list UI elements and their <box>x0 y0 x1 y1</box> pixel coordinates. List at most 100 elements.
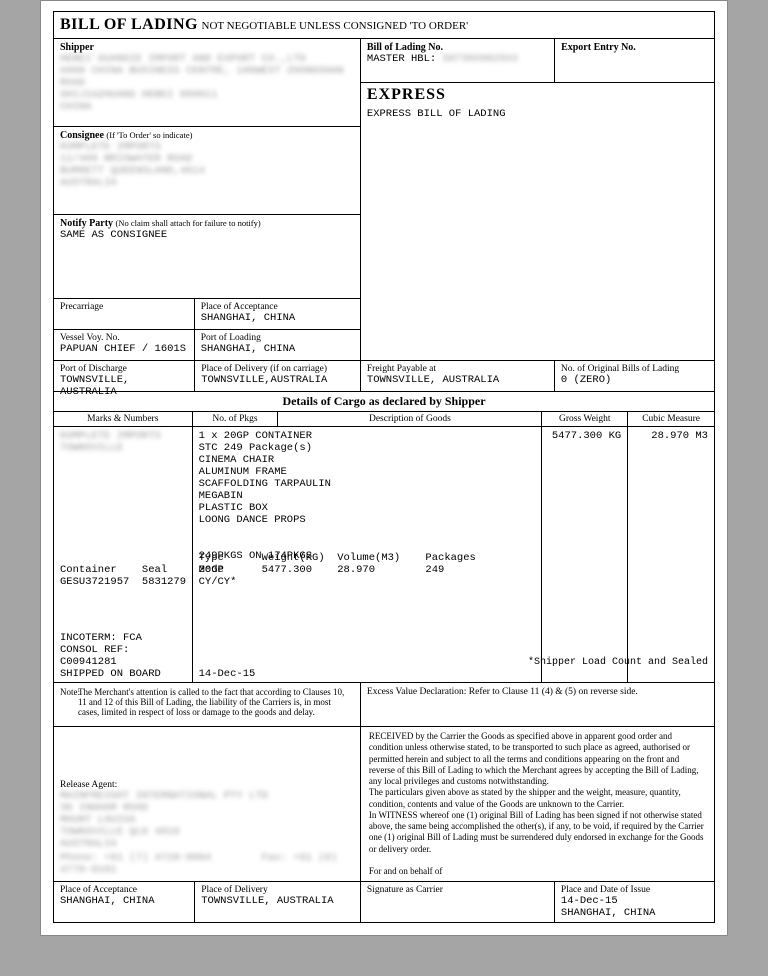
cargo-weight-cell: 5477.300 KG <box>542 427 628 682</box>
release-agent-label: Release Agent: <box>60 780 354 790</box>
express-cell: EXPRESS EXPRESS BILL OF LADING <box>361 83 714 359</box>
release-agent-body: MAINFREIGHT INTERNATIONAL PTY LTD 36 ING… <box>60 790 354 850</box>
vessel-label: Vessel Voy. No. <box>60 333 188 343</box>
col-marks: Marks & Numbers <box>54 412 193 426</box>
left-column: Shipper HEBEI GUANGIE IMPORT AND EXPORT … <box>54 39 361 360</box>
notify-label-small: (No claim shall attach for failure to no… <box>116 218 261 228</box>
note-cell: Note: The Merchant's attention is called… <box>54 683 361 726</box>
col-pkgs: No. of Pkgs <box>193 412 279 426</box>
received-text: RECEIVED by the Carrier the Goods as spe… <box>361 727 714 881</box>
cargo-cube-cell: 28.970 M3 <box>628 427 714 682</box>
form-border: BILL OF LADING NOT NEGOTIABLE UNLESS CON… <box>53 11 715 923</box>
export-label: Export Entry No. <box>561 42 708 53</box>
cargo-goods-cell: 1 x 20GP CONTAINER STC 249 Package(s) CI… <box>193 427 543 682</box>
cargo-sealed-note: *Shipper Load Count and Sealed <box>528 657 708 668</box>
loading-value: SHANGHAI, CHINA <box>201 343 354 355</box>
discharge-value: TOWNSVILLE, AUSTRALIA <box>60 374 188 398</box>
notify-cell: Notify Party (No claim shall attach for … <box>54 215 360 299</box>
bottom-acceptance-value: SHANGHAI, CHINA <box>60 895 188 907</box>
notify-label-main: Notify Party <box>60 218 113 229</box>
discharge-cell: Port of Discharge TOWNSVILLE, AUSTRALIA <box>54 361 195 391</box>
cargo-goods: 1 x 20GP CONTAINER STC 249 Package(s) CI… <box>199 430 536 562</box>
cargo-incoterm: INCOTERM: FCA CONSOL REF: C00941281 SHIP… <box>60 632 192 680</box>
loading-cell: Port of Loading SHANGHAI, CHINA <box>195 330 360 360</box>
col-desc: Description of Goods <box>278 412 542 426</box>
delivery-label: Place of Delivery (if on carriage) <box>201 364 354 374</box>
acceptance-cell: Place of Acceptance SHANGHAI, CHINA <box>195 299 360 329</box>
shipper-label: Shipper <box>60 42 354 53</box>
consignee-cell: Consignee (If 'To Order' so indicate) KO… <box>54 127 360 215</box>
precarriage-cell: Precarriage <box>54 299 195 329</box>
delivery-cell: Place of Delivery (if on carriage) TOWNS… <box>195 361 361 391</box>
bottom-signature-label: Signature as Carrier <box>367 885 548 895</box>
precarriage-label: Precarriage <box>60 302 188 312</box>
doc-title: BILL OF LADING <box>60 16 198 33</box>
acceptance-value: SHANGHAI, CHINA <box>201 312 354 324</box>
bottom-delivery-cell: Place of Delivery TOWNSVILLE, AUSTRALIA <box>195 882 361 922</box>
bol-label: Bill of Lading No. <box>367 42 548 53</box>
cargo-container-hdr: Container Seal <box>60 564 167 576</box>
bottom-issue-value: 14-Dec-15 SHANGHAI, CHINA <box>561 895 708 919</box>
loading-label: Port of Loading <box>201 333 354 343</box>
cargo-container-val: GESU3721957 5831279 <box>60 576 186 588</box>
bottom-acceptance-label: Place of Acceptance <box>60 885 188 895</box>
cargo-body: KOMPLETE IMPORTS TOWNSVILLE Container Se… <box>54 427 714 683</box>
right-column: Bill of Lading No. MASTER HBL: 50730X002… <box>361 39 714 360</box>
bottom-row: Place of Acceptance SHANGHAI, CHINA Plac… <box>54 882 714 922</box>
bottom-acceptance-cell: Place of Acceptance SHANGHAI, CHINA <box>54 882 195 922</box>
agent-received-row: Release Agent: MAINFREIGHT INTERNATIONAL… <box>54 727 714 882</box>
routing-row: Port of Discharge TOWNSVILLE, AUSTRALIA … <box>54 360 714 391</box>
note-label: Note: <box>60 687 80 697</box>
notify-body: SAME AS CONSIGNEE <box>60 229 354 241</box>
bol-value-row: MASTER HBL: 50730X0025XX <box>367 53 548 65</box>
cargo-marks-cell: KOMPLETE IMPORTS TOWNSVILLE Container Se… <box>54 427 193 682</box>
bol-masked: 50730X0025XX <box>443 53 519 65</box>
title-row: BILL OF LADING NOT NEGOTIABLE UNLESS CON… <box>54 12 714 39</box>
excess-cell: Excess Value Declaration: Refer to Claus… <box>361 683 714 726</box>
vessel-cell: Vessel Voy. No. PAPUAN CHIEF / 1601S <box>54 330 195 360</box>
bottom-issue-label: Place and Date of Issue <box>561 885 708 895</box>
freight-value: TOWNSVILLE, AUSTRALIA <box>367 374 548 386</box>
cargo-columns-row: Marks & Numbers No. of Pkgs Description … <box>54 412 714 427</box>
bottom-signature-cell: Signature as Carrier <box>361 882 555 922</box>
upper-block: Shipper HEBEI GUANGIE IMPORT AND EXPORT … <box>54 39 714 360</box>
bol-cell: Bill of Lading No. MASTER HBL: 50730X002… <box>361 39 555 82</box>
originals-label: No. of Original Bills of Lading <box>561 364 708 374</box>
page-background: BILL OF LADING NOT NEGOTIABLE UNLESS CON… <box>0 0 768 976</box>
precarriage-row: Precarriage Place of Acceptance SHANGHAI… <box>54 299 360 330</box>
release-agent-contact: Phone: +61 (7) 4728-0004 Fax: +61 (0) 47… <box>60 852 354 876</box>
vessel-value: PAPUAN CHIEF / 1601S <box>60 343 188 355</box>
freight-cell: Freight Payable at TOWNSVILLE, AUSTRALIA <box>361 361 555 391</box>
cargo-table-val: 20GP 5477.300 28.970 249 CY/CY* <box>199 564 542 588</box>
delivery-value: TOWNSVILLE,AUSTRALIA <box>201 374 354 386</box>
originals-cell: No. of Original Bills of Lading 0 (ZERO) <box>555 361 714 391</box>
bottom-issue-cell: Place and Date of Issue 14-Dec-15 SHANGH… <box>555 882 714 922</box>
col-cube: Cubic Measure <box>628 412 714 426</box>
consignee-label-small: (If 'To Order' so indicate) <box>106 130 192 140</box>
bol-export-row: Bill of Lading No. MASTER HBL: 50730X002… <box>361 39 714 83</box>
express-heading: EXPRESS <box>367 86 708 104</box>
cargo-cubic: 28.970 M3 <box>634 430 708 442</box>
notify-label: Notify Party (No claim shall attach for … <box>60 218 354 229</box>
originals-value: 0 (ZERO) <box>561 374 708 386</box>
acceptance-label: Place of Acceptance <box>201 302 354 312</box>
doc-subtitle: NOT NEGOTIABLE UNLESS CONSIGNED 'TO ORDE… <box>202 20 469 32</box>
shipper-body: HEBEI GUANGIE IMPORT AND EXPORT CO.,LTD … <box>60 53 354 113</box>
excess-text: Excess Value Declaration: Refer to Claus… <box>367 687 638 697</box>
bol-value: MASTER HBL: <box>367 53 443 65</box>
cargo-ship-date: 14-Dec-15 <box>199 668 256 680</box>
freight-label: Freight Payable at <box>367 364 548 374</box>
shipper-cell: Shipper HEBEI GUANGIE IMPORT AND EXPORT … <box>54 39 360 127</box>
note-excess-row: Note: The Merchant's attention is called… <box>54 683 714 727</box>
consignee-label: Consignee (If 'To Order' so indicate) <box>60 130 354 141</box>
cargo-marks-blur: KOMPLETE IMPORTS TOWNSVILLE <box>60 430 186 454</box>
express-line: EXPRESS BILL OF LADING <box>367 108 708 120</box>
cargo-gross-weight: 5477.300 KG <box>548 430 621 442</box>
vessel-row: Vessel Voy. No. PAPUAN CHIEF / 1601S Por… <box>54 330 360 360</box>
release-agent-cell: Release Agent: MAINFREIGHT INTERNATIONAL… <box>54 727 361 881</box>
export-cell: Export Entry No. <box>555 39 714 82</box>
bottom-delivery-value: TOWNSVILLE, AUSTRALIA <box>201 895 354 907</box>
bottom-delivery-label: Place of Delivery <box>201 885 354 895</box>
consignee-body: KOMPLETE IMPORTS 11/409 BRISWATER ROAD B… <box>60 141 354 189</box>
note-text: The Merchant's attention is called to th… <box>78 687 344 717</box>
